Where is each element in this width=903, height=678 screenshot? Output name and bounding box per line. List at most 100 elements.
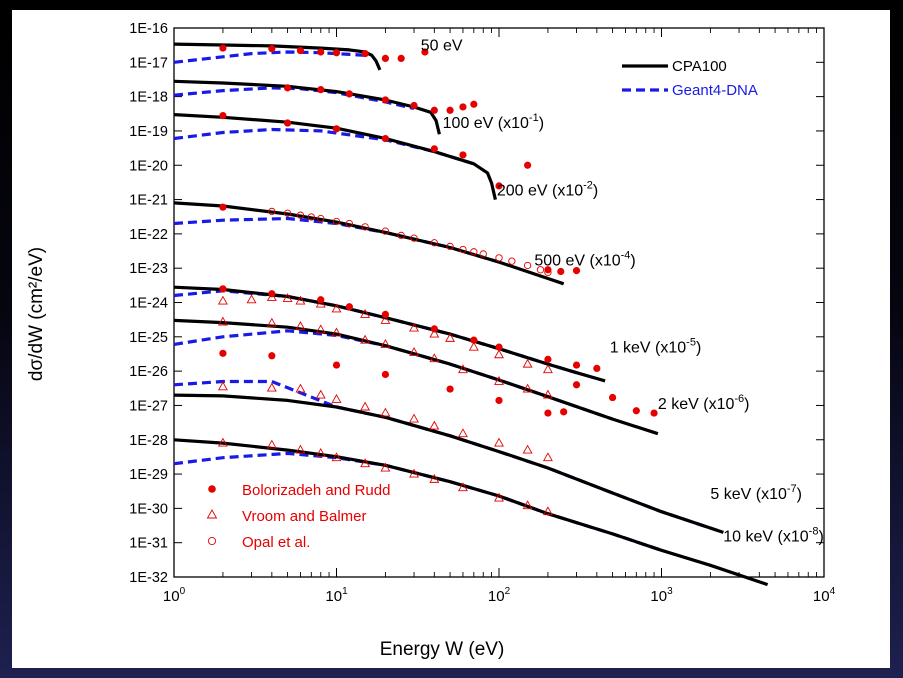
- bolorizadeh-point: [572, 381, 581, 389]
- y-tick-label: 1E-23: [129, 261, 168, 277]
- vroom-point: [494, 349, 504, 359]
- vroom-point: [457, 482, 468, 492]
- bolorizadeh-point: [268, 290, 276, 298]
- cpa100-curve: [173, 438, 769, 587]
- cpa100-curve: [173, 79, 441, 135]
- bolorizadeh-point: [446, 106, 454, 114]
- y-tick-label: 1E-16: [129, 21, 168, 37]
- bolorizadeh-point: [495, 343, 503, 351]
- chart-panel: 1E-16 1E-17 1E-18 1E-19 1E-20 1E-21 1E-22 1E-23…: [12, 10, 890, 668]
- vroom-point: [522, 358, 533, 368]
- vroom-point: [315, 389, 326, 399]
- bolorizadeh-point: [317, 86, 325, 94]
- opal-point: [361, 223, 369, 231]
- y-tick-label: 1E-25: [129, 330, 168, 346]
- vroom-point: [429, 420, 440, 430]
- vroom-point: [217, 381, 228, 391]
- y-tick-label: 1E-30: [129, 501, 168, 517]
- bolorizadeh-point: [410, 101, 418, 110]
- cpa100-curve: [173, 201, 565, 286]
- x-tick-label: 103: [650, 586, 673, 605]
- x-tick-label: 102: [488, 586, 511, 605]
- y-tick-label: 1E-27: [129, 398, 168, 414]
- opal-point: [479, 250, 487, 258]
- opal-point: [410, 234, 418, 242]
- vroom-point: [409, 347, 419, 356]
- y-tick-label: 1E-29: [129, 467, 168, 483]
- bolorizadeh-point: [381, 96, 390, 104]
- vroom-point: [542, 452, 553, 462]
- bolorizadeh-point: [572, 267, 581, 275]
- vroom-point: [457, 428, 468, 438]
- vroom-point: [380, 315, 391, 324]
- legend-line-label: CPA100: [672, 58, 727, 75]
- vroom-point: [409, 413, 419, 423]
- vroom-point: [217, 437, 228, 447]
- bolorizadeh-point: [495, 182, 503, 190]
- y-tick-label: 1E-22: [129, 227, 168, 243]
- vroom-point: [315, 447, 326, 457]
- curve-label: 50 eV: [421, 38, 463, 55]
- legend-line-label: Geant4-DNA: [672, 82, 758, 99]
- y-tick-label: 1E-20: [129, 158, 168, 174]
- opal-point: [446, 242, 454, 251]
- opal-point: [536, 266, 545, 274]
- y-axis-label: dσ/dW (cm²/eV): [26, 247, 47, 381]
- vroom-point: [429, 353, 440, 363]
- opal-point: [430, 239, 438, 247]
- vroom-point: [542, 506, 553, 516]
- vroom-point: [445, 332, 456, 342]
- bolorizadeh-point: [317, 48, 325, 56]
- opal-point: [307, 213, 315, 221]
- cpa100-curve: [173, 42, 382, 71]
- curve-label: 1 keV (x10-5): [610, 336, 702, 356]
- opal-point: [508, 257, 516, 265]
- legend-marker-label: Bolorizadeh and Rudd: [242, 482, 390, 499]
- cross-section-chart: 1E-16 1E-17 1E-18 1E-19 1E-20 1E-21 1E-22 1E-23…: [26, 21, 836, 660]
- vroom-point: [380, 339, 391, 348]
- vroom-point: [315, 298, 326, 308]
- bolorizadeh-point: [268, 352, 276, 360]
- opal-point: [345, 219, 354, 228]
- bolorizadeh-point: [219, 349, 227, 357]
- bolorizadeh-point: [219, 285, 227, 293]
- opal-point: [397, 231, 405, 240]
- opal-point: [470, 248, 478, 256]
- geant4-dna-curve: [173, 127, 475, 166]
- vroom-point: [457, 364, 468, 374]
- vroom-point: [360, 308, 371, 318]
- y-tick-label: 1E-31: [129, 536, 168, 552]
- bolorizadeh-point: [544, 355, 552, 363]
- vroom-point: [331, 452, 342, 462]
- bolorizadeh-point: [317, 296, 325, 304]
- legend: CPA100 Geant4-DNA Bolorizadeh and Rudd Vroo…: [206, 58, 758, 551]
- vroom-point: [494, 376, 504, 385]
- x-tick-label: 100: [163, 586, 186, 605]
- vroom-point: [429, 473, 440, 483]
- bolorizadeh-point: [381, 310, 390, 318]
- geant4-dna-curve: [173, 289, 577, 375]
- legend-open-circle-marker: [207, 536, 217, 546]
- opal-point: [296, 211, 305, 219]
- vroom-point: [315, 324, 326, 334]
- bolorizadeh-point: [219, 111, 227, 120]
- bolorizadeh-point: [219, 44, 227, 52]
- y-tick-label: 1E-28: [129, 433, 168, 449]
- vroom-point: [409, 468, 419, 478]
- opal-point: [332, 217, 341, 226]
- opal-point: [317, 214, 325, 223]
- vroom-point: [217, 316, 228, 326]
- vroom-point: [494, 437, 504, 447]
- bolorizadeh-point: [345, 90, 353, 98]
- vroom-point: [295, 295, 306, 305]
- y-tick-label: 1E-24: [129, 296, 168, 312]
- vroom-point: [522, 383, 533, 393]
- curve-annotations: 50 eV 100 eV (x10-1) 200 eV (x10-2) 500 eV …: [421, 38, 824, 546]
- curve-label: 200 eV (x10-2): [497, 180, 598, 200]
- cpa100-curve: [173, 113, 497, 200]
- bolorizadeh-point: [361, 49, 369, 58]
- bolorizadeh-point: [430, 145, 438, 153]
- bolorizadeh-point: [430, 106, 438, 114]
- bolorizadeh-point: [608, 393, 617, 402]
